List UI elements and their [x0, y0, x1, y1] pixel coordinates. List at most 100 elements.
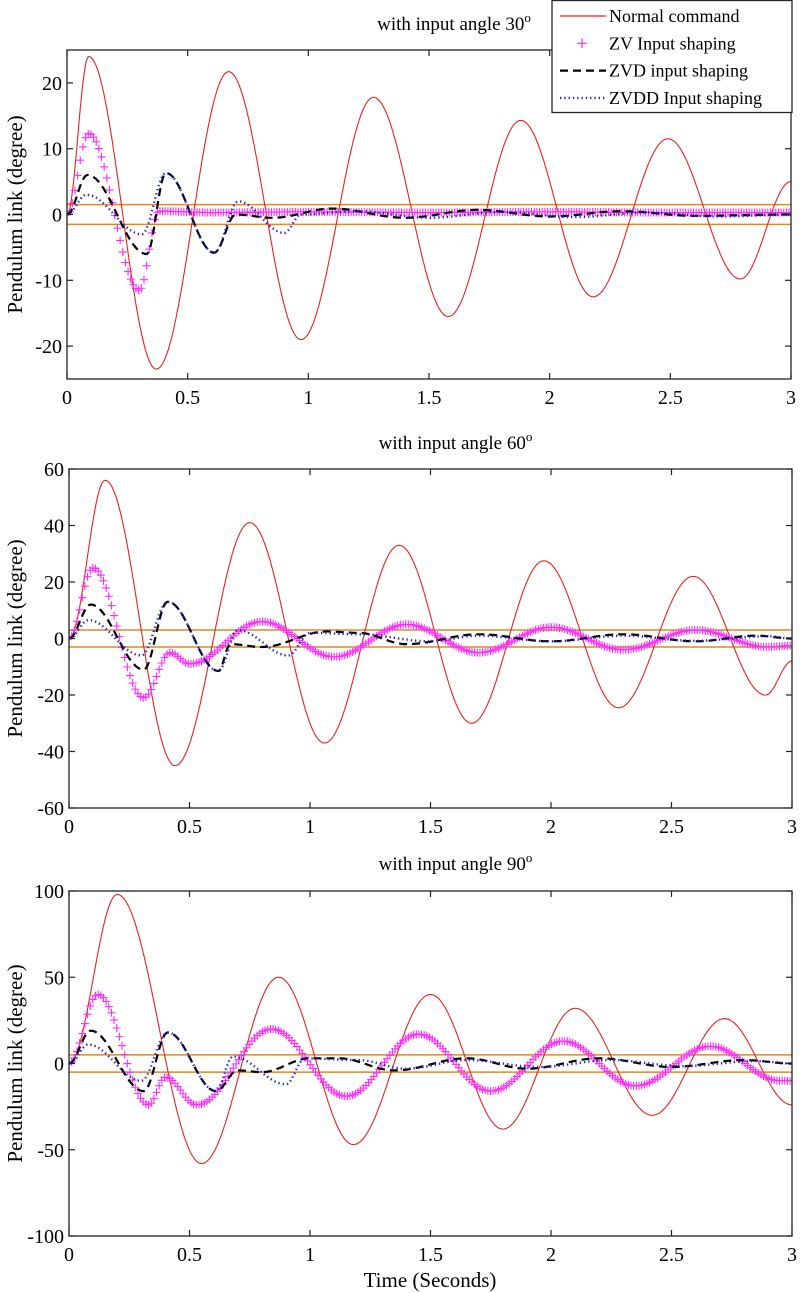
- series-normal-command: [67, 56, 791, 370]
- zv-plus-marker: [76, 156, 85, 165]
- zv-plus-marker: [112, 622, 121, 631]
- chart-title-text: with input angle 60: [379, 433, 526, 454]
- zv-plus-marker: [125, 1068, 134, 1077]
- zv-plus-marker: [107, 601, 116, 610]
- zv-plus-marker: [97, 152, 106, 161]
- zv-plus-marker: [100, 162, 109, 171]
- zv-plus-marker: [75, 605, 84, 614]
- x-tick-label: 2.5: [659, 816, 684, 838]
- series-zvd-input-shaping: [69, 600, 792, 673]
- zv-plus-marker: [126, 275, 135, 284]
- zv-plus-marker: [124, 267, 133, 276]
- zv-plus-marker: [113, 224, 122, 233]
- zv-plus-marker: [145, 245, 154, 254]
- y-tick-label: 40: [44, 516, 64, 538]
- zv-plus-marker: [123, 663, 132, 672]
- y-tick-label: -60: [37, 798, 64, 820]
- legend: Normal command ZV Input shaping ZVD input …: [551, 0, 793, 114]
- zv-plus-marker: [155, 665, 164, 674]
- zv-plus-marker: [142, 261, 151, 270]
- legend-label: ZVDD Input shaping: [609, 88, 762, 108]
- plot-area: [69, 893, 792, 1165]
- plot-area: [69, 479, 792, 767]
- series-zv-input-shaping: [69, 563, 792, 702]
- zv-plus-marker: [120, 1050, 129, 1059]
- y-tick-label: 100: [34, 881, 64, 903]
- zv-plus-marker: [123, 1059, 132, 1068]
- x-tick-label: 1: [305, 1244, 315, 1266]
- chart-title-superscript: o: [526, 429, 533, 444]
- zv-plus-marker: [78, 1029, 87, 1038]
- zv-plus-marker: [80, 582, 89, 591]
- plot-area: [67, 56, 791, 370]
- zv-plus-marker: [121, 258, 130, 267]
- chart-title-superscript: o: [526, 850, 533, 865]
- x-tick-label: 1.5: [417, 387, 442, 409]
- y-axis-label: Pendulum link (degree): [3, 964, 27, 1162]
- axes-box: [68, 468, 793, 809]
- x-tick-label: 1: [303, 387, 313, 409]
- zv-plus-marker: [152, 672, 161, 681]
- y-axis-label: Pendulum link (degree): [3, 115, 27, 313]
- zv-plus-marker: [786, 1076, 792, 1085]
- series-zvdd-input-shaping: [67, 171, 791, 254]
- zv-plus-marker: [144, 690, 153, 699]
- legend-label: ZV Input shaping: [609, 33, 736, 53]
- legend-label: ZVD input shaping: [609, 61, 748, 81]
- chart-title: with input angle 30o: [377, 10, 531, 35]
- zv-plus-marker: [104, 592, 113, 601]
- zv-plus-marker: [102, 173, 111, 182]
- zv-plus-marker: [92, 137, 101, 146]
- zv-plus-marker: [89, 133, 98, 142]
- zv-plus-marker: [133, 1089, 142, 1098]
- zv-plus-marker: [104, 1002, 113, 1011]
- zv-plus-marker: [96, 571, 105, 580]
- zv-plus-marker: [78, 593, 87, 602]
- zv-plus-marker: [234, 1055, 243, 1064]
- zv-plus-marker: [105, 185, 114, 194]
- zv-plus-marker: [131, 685, 140, 694]
- zv-plus-marker: [118, 1041, 127, 1050]
- y-tick-label: 60: [44, 459, 64, 481]
- zv-plus-marker: [128, 679, 137, 688]
- zv-plus-marker: [120, 653, 129, 662]
- x-tick-label: 3: [787, 816, 797, 838]
- zv-plus-marker: [94, 567, 103, 576]
- series-normal-command: [69, 893, 792, 1165]
- zv-plus-marker: [147, 228, 156, 237]
- zv-plus-marker: [80, 1019, 89, 1028]
- x-tick-label: 2: [546, 816, 556, 838]
- zv-plus-marker: [110, 611, 119, 620]
- zv-plus-marker: [157, 659, 166, 668]
- zv-plus-marker: [72, 617, 81, 626]
- x-tick-label: 3: [787, 1244, 797, 1266]
- subplot-2: with input angle 60o 0 0.5 1 1.5 2 2.5 3 -60 -40 -…: [3, 429, 797, 838]
- zv-plus-marker: [75, 1039, 84, 1048]
- zv-plus-marker: [115, 1032, 124, 1041]
- zv-plus-marker: [99, 576, 108, 585]
- zv-plus-marker: [102, 583, 111, 592]
- y-tick-label: -10: [35, 270, 62, 292]
- zv-plus-marker: [152, 1088, 161, 1097]
- y-tick-label: -100: [27, 1226, 64, 1248]
- chart-title: with input angle 90o: [379, 850, 533, 875]
- y-tick-label: 0: [54, 1054, 64, 1076]
- y-tick-label: -40: [37, 742, 64, 764]
- y-tick-label: -20: [35, 336, 62, 358]
- zv-plus-marker: [94, 144, 103, 153]
- zv-plus-marker: [232, 1059, 241, 1068]
- x-axis-label: Time (Seconds): [364, 1268, 497, 1292]
- x-tick-label: 0: [64, 816, 74, 838]
- zv-plus-marker: [229, 1064, 238, 1073]
- zv-plus-marker: [149, 1094, 158, 1103]
- series-zvdd-input-shaping: [69, 1031, 792, 1093]
- y-axis-label: Pendulum link (degree): [3, 539, 27, 737]
- x-tick-label: 2: [545, 387, 555, 409]
- zv-plus-marker: [86, 1001, 95, 1010]
- zv-plus-marker: [78, 142, 87, 151]
- x-tick-label: 0.5: [177, 816, 202, 838]
- x-tick-label: 0: [64, 1244, 74, 1266]
- zv-plus-marker: [147, 1099, 156, 1108]
- legend-box: [551, 0, 793, 114]
- zv-plus-marker: [155, 1081, 164, 1090]
